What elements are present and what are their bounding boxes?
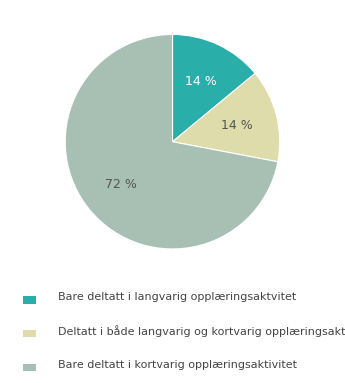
Wedge shape [172, 74, 280, 162]
Text: Bare deltatt i langvarig opplæringsaktvitet: Bare deltatt i langvarig opplæringsaktvi… [58, 292, 296, 302]
Text: 72 %: 72 % [105, 178, 137, 191]
Wedge shape [65, 34, 278, 249]
FancyBboxPatch shape [23, 296, 36, 304]
Text: Bare deltatt i kortvarig opplæringsaktivitet: Bare deltatt i kortvarig opplæringsaktiv… [58, 360, 297, 370]
FancyBboxPatch shape [23, 330, 36, 337]
Text: 14 %: 14 % [221, 119, 253, 132]
FancyBboxPatch shape [23, 364, 36, 371]
Text: Deltatt i både langvarig og kortvarig opplæringsaktivitet: Deltatt i både langvarig og kortvarig op… [58, 325, 345, 337]
Wedge shape [172, 34, 255, 142]
Text: 14 %: 14 % [185, 75, 217, 88]
